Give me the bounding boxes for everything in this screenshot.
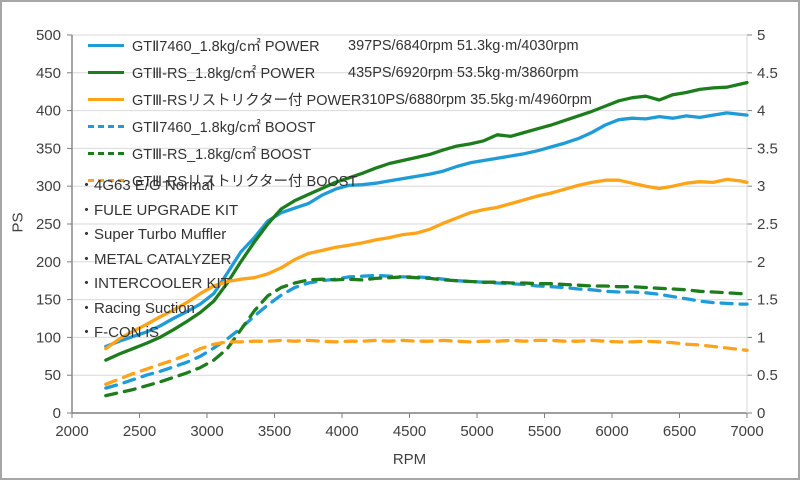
series-curve-4	[104, 275, 749, 398]
y-axis-tick-label-right: 0.5	[757, 367, 778, 384]
y-axis-tick-label-left: 500	[36, 27, 61, 44]
y-axis-tick-label-right: 4	[757, 103, 765, 120]
legend-line-swatch-icon	[88, 98, 124, 101]
mod-list-item: ・INTERCOOLER KIT	[79, 275, 230, 292]
y-axis-tick-label-left: 200	[36, 254, 61, 271]
y-axis-tick-label-left: 0	[53, 405, 61, 422]
x-axis-tick-label: 2500	[123, 423, 156, 440]
series-curve-2	[104, 177, 749, 351]
y-axis-tick-label-left: 350	[36, 140, 61, 157]
legend-line-swatch-icon	[88, 44, 124, 47]
mod-list-item: ・F-CON iS	[79, 324, 159, 341]
legend-item-gt2-boost: GTⅡ7460_1.8kg/c㎡ BOOST	[88, 113, 592, 140]
y-axis-tick-label-right: 0	[757, 405, 765, 422]
legend-series-spec: 310PS/6880rpm 35.5kg·m/4960rpm	[361, 91, 592, 108]
mod-list-item: ・4G63 E/G Normal	[79, 177, 214, 194]
legend-series-label: GTⅢ-RSリストリクター付 POWER	[132, 93, 362, 109]
x-axis-tick-label: 5500	[528, 423, 561, 440]
x-axis-tick-label: 5000	[460, 423, 493, 440]
y-axis-title-left: PS	[9, 212, 27, 233]
y-axis-tick-label-left: 450	[36, 65, 61, 82]
y-axis-tick-label-right: 3	[757, 178, 765, 195]
chart-legend: GTⅡ7460_1.8kg/c㎡ POWER 397PS/6840rpm 51.…	[88, 32, 592, 194]
mod-list-item: ・Super Turbo Muffler	[79, 226, 227, 243]
y-axis-tick-label-right: 3.5	[757, 140, 778, 157]
x-axis-title: RPM	[392, 451, 427, 468]
legend-item-gt3rs-power: GTⅢ-RS_1.8kg/c㎡ POWER 435PS/6920rpm 53.5…	[88, 59, 592, 86]
mod-list-item: ・Racing Suction	[79, 299, 195, 317]
x-axis-tick-label: 6500	[663, 423, 696, 440]
x-axis-tick-label: 6000	[595, 423, 628, 440]
y-axis-tick-label-right: 1	[757, 329, 765, 346]
x-axis-tick-label: 2000	[55, 423, 88, 440]
y-axis-tick-label-left: 100	[36, 329, 61, 346]
y-axis-tick-label-left: 250	[36, 216, 61, 233]
series-curve-0	[104, 111, 749, 349]
y-axis-tick-label-right: 1.5	[757, 292, 778, 309]
legend-item-gt2-power: GTⅡ7460_1.8kg/c㎡ POWER 397PS/6840rpm 51.…	[88, 32, 592, 59]
series-curve-1	[104, 80, 749, 362]
series-curve-5	[104, 338, 749, 386]
legend-item-gt3rs-boost: GTⅢ-RS_1.8kg/c㎡ BOOST	[88, 140, 592, 167]
y-axis-tick-label-right: 2.5	[757, 216, 778, 233]
legend-line-swatch-icon	[88, 71, 124, 74]
y-axis-tick-label-left: 400	[36, 103, 61, 120]
x-axis-tick-label: 4000	[325, 423, 358, 440]
y-axis-tick-label-left: 50	[44, 367, 61, 384]
mod-list-item: ・FULE UPGRADE KIT	[79, 201, 239, 219]
y-axis-tick-label-right: 2	[757, 254, 765, 271]
mod-list-item: ・METAL CATALYZER	[79, 250, 232, 268]
legend-dashed-swatch-icon	[88, 125, 124, 128]
legend-series-label: GTⅡ7460_1.8kg/c㎡ POWER	[132, 39, 320, 55]
legend-item-gt3rs-restrictor-boost: GTⅢ-RSリストリクター付 BOOST	[88, 167, 592, 194]
y-axis-tick-label-left: 150	[36, 292, 61, 309]
legend-series-label: GTⅡ7460_1.8kg/c㎡ BOOST	[132, 120, 316, 136]
legend-dashed-swatch-icon	[88, 152, 124, 155]
legend-item-gt3rs-restrictor-power: GTⅢ-RSリストリクター付 POWER 310PS/6880rpm 35.5k…	[88, 86, 592, 113]
y-axis-tick-label-right: 4.5	[757, 65, 778, 82]
legend-series-label: GTⅢ-RSリストリクター付 BOOST	[132, 174, 358, 190]
legend-series-spec: 397PS/6840rpm 51.3kg·m/4030rpm	[348, 37, 579, 54]
legend-series-spec: 435PS/6920rpm 53.5kg·m/3860rpm	[348, 64, 579, 81]
legend-dashed-swatch-icon	[88, 179, 124, 182]
y-axis-tick-label-left: 300	[36, 178, 61, 195]
legend-series-label: GTⅢ-RS_1.8kg/c㎡ POWER	[132, 66, 316, 82]
x-axis-tick-label: 3000	[190, 423, 223, 440]
x-axis-tick-label: 4500	[393, 423, 426, 440]
y-axis-tick-label-right: 5	[757, 27, 765, 44]
legend-series-label: GTⅢ-RS_1.8kg/c㎡ BOOST	[132, 147, 312, 163]
x-axis-tick-label: 7000	[730, 423, 763, 440]
x-axis-tick-label: 3500	[258, 423, 291, 440]
modification-list: ・4G63 E/G Normal ・FULE UPGRADE KIT ・Supe…	[79, 174, 238, 346]
